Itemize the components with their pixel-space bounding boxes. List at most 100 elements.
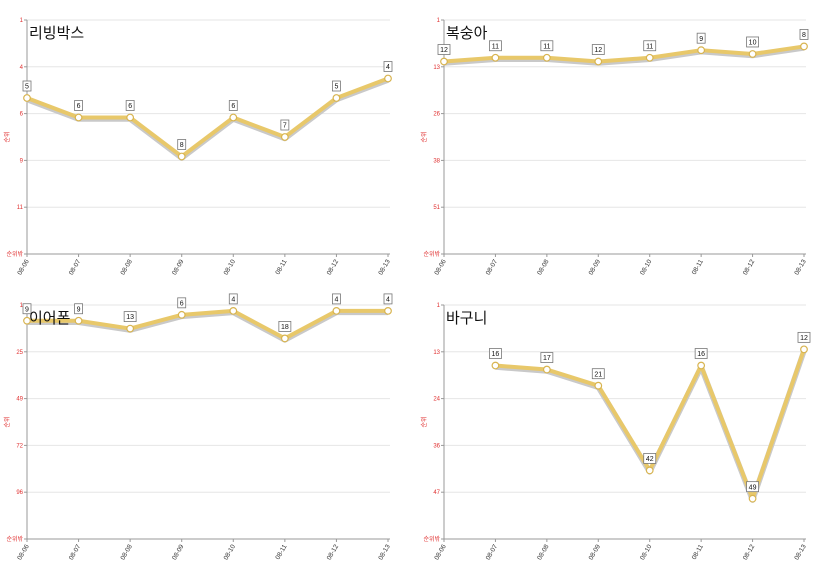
x-tick-label: 08-13	[377, 258, 392, 276]
x-tick-label: 08-08	[120, 543, 135, 561]
data-label-box	[540, 40, 554, 52]
data-point	[748, 494, 757, 503]
y-tick-label: 1	[20, 18, 24, 24]
data-point	[229, 113, 238, 122]
y-tick-label: 24	[433, 397, 440, 403]
x-tick-label: 08-12	[326, 543, 341, 561]
x-tick-label: 08-06	[433, 258, 448, 276]
data-label: 9	[699, 36, 703, 43]
chart-panel-4: 1 13 24 36 47 순위밖 순위 08-06 08-07 08-08 08-09 08-10 0…	[420, 303, 811, 561]
data-label-box	[694, 348, 708, 359]
data-point	[748, 50, 757, 58]
x-tick-label: 08-08	[120, 258, 135, 276]
data-label-box	[696, 32, 706, 44]
y-tick-label: 순위밖	[423, 250, 440, 258]
y-tick-label: 순위밖	[6, 535, 23, 543]
x-tick-label: 08-10	[639, 258, 654, 276]
series-line	[26, 76, 389, 159]
data-point	[645, 466, 654, 475]
y-tick-label: 49	[16, 397, 23, 403]
y-tick-label: 13	[433, 350, 440, 356]
data-point	[23, 94, 31, 102]
x-tick-label: 08-11	[274, 543, 288, 561]
data-point	[645, 53, 654, 62]
data-label-box	[591, 368, 605, 380]
data-point	[126, 324, 135, 333]
data-point	[177, 152, 186, 161]
chart-title: 바구니	[446, 309, 487, 327]
data-label-box	[332, 80, 341, 92]
y-axis-label: 순위	[420, 131, 428, 142]
data-point	[229, 306, 238, 315]
chart-title: 이어폰	[29, 309, 70, 327]
data-point	[800, 345, 808, 354]
data-point	[177, 310, 186, 319]
y-axis-label: 순위	[420, 416, 428, 427]
data-point	[23, 316, 31, 325]
x-tick-label: 08-13	[793, 258, 808, 276]
data-label: 12	[594, 47, 602, 54]
x-tick-label: 08-13	[377, 543, 392, 561]
data-label-box	[797, 331, 811, 343]
y-tick-label: 순위밖	[6, 250, 23, 258]
data-label-box	[74, 303, 83, 315]
data-point	[491, 53, 500, 62]
data-point	[697, 46, 706, 55]
y-tick-label: 26	[433, 112, 440, 118]
data-label: 7	[283, 123, 287, 130]
data-label-box	[643, 40, 657, 52]
y-tick-label: 72	[16, 443, 23, 449]
data-label: 4	[386, 64, 390, 71]
data-point	[800, 42, 808, 51]
y-tick-label: 96	[16, 490, 23, 496]
data-label-box	[278, 321, 292, 332]
data-label-box	[746, 36, 759, 48]
data-point	[74, 316, 83, 325]
data-label: 6	[77, 103, 81, 110]
y-tick-label: 순위밖	[423, 535, 440, 543]
data-label: 4	[231, 296, 235, 303]
data-label-box	[74, 100, 83, 111]
y-tick-label: 51	[433, 205, 440, 211]
data-label: 42	[646, 456, 654, 463]
y-tick-label: 1	[437, 303, 441, 309]
data-label: 4	[386, 296, 390, 303]
x-tick-label: 08-07	[68, 543, 83, 561]
chart-title: 복숭아	[446, 24, 488, 42]
y-tick-label: 36	[433, 443, 440, 449]
data-label: 8	[802, 32, 806, 39]
data-label-box	[591, 44, 605, 55]
x-tick-label: 08-11	[274, 258, 288, 276]
data-point	[594, 381, 603, 390]
x-tick-label: 08-10	[223, 258, 238, 276]
y-tick-label: 38	[433, 158, 440, 164]
x-tick-label: 08-09	[588, 258, 603, 276]
data-label-box	[280, 119, 290, 131]
data-point	[542, 53, 551, 62]
data-point	[384, 74, 392, 83]
series-line	[443, 44, 805, 64]
data-label: 11	[543, 43, 550, 50]
data-point	[491, 361, 500, 370]
data-label-box	[799, 29, 809, 40]
data-point	[332, 306, 341, 315]
data-label-box	[22, 303, 32, 315]
data-label: 12	[440, 47, 448, 54]
data-label: 6	[231, 103, 235, 110]
data-label: 16	[492, 351, 500, 358]
series-line-shadow	[27, 309, 388, 343]
x-tick-label: 08-12	[742, 543, 757, 561]
y-tick-label: 25	[16, 350, 23, 356]
chart-panel-1: 1 4 6 9 11 순위밖 순위 08-06 08-07 08-08 08-09 08-10 08-1…	[3, 18, 393, 276]
data-label-box	[437, 44, 451, 55]
y-tick-label: 4	[20, 65, 24, 71]
data-label: 9	[25, 306, 29, 313]
y-tick-label: 1	[437, 18, 441, 24]
data-label: 13	[126, 314, 134, 321]
data-label: 21	[594, 371, 602, 378]
x-tick-label: 08-12	[326, 258, 341, 276]
data-label-box	[746, 481, 759, 493]
data-label: 5	[25, 84, 29, 91]
data-label: 17	[543, 355, 551, 362]
